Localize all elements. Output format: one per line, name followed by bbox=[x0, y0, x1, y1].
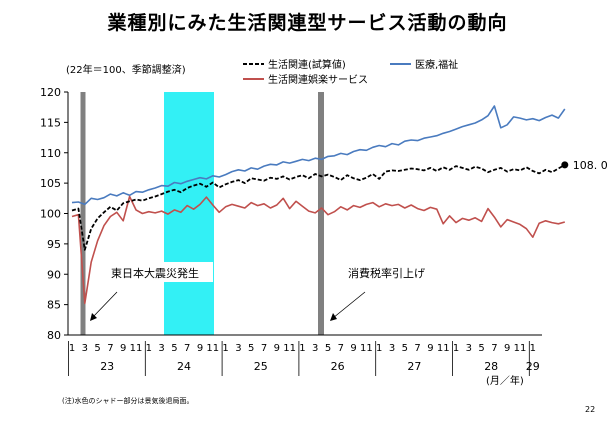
year-label: 26 bbox=[331, 360, 345, 373]
y-tick-label: 110 bbox=[40, 147, 61, 160]
x-tick-label: 1 bbox=[146, 343, 152, 354]
end-point-marker bbox=[561, 161, 569, 169]
year-label: 25 bbox=[254, 360, 268, 373]
x-tick-label: 3 bbox=[466, 343, 472, 354]
annotation-arrowhead bbox=[90, 313, 97, 321]
x-tick-label: 5 bbox=[402, 343, 408, 354]
annotation-tax: 消費税率引上げ bbox=[330, 262, 443, 321]
y-tick-label: 115 bbox=[40, 116, 61, 129]
x-tick-label: 11 bbox=[206, 343, 219, 354]
year-label: 23 bbox=[100, 360, 114, 373]
series-line-goraku bbox=[71, 195, 566, 305]
legend-label: 生活関連(試算値) bbox=[268, 58, 346, 71]
year-label: 24 bbox=[177, 360, 191, 373]
annotation-label: 東日本大震災発生 bbox=[111, 266, 199, 280]
x-tick-label: 1 bbox=[69, 343, 75, 354]
x-tick-label: 9 bbox=[350, 343, 356, 354]
x-tick-label: 7 bbox=[414, 343, 420, 354]
page-number: 22 bbox=[585, 405, 596, 414]
x-tick-label: 1 bbox=[530, 343, 536, 354]
y-tick-label: 80 bbox=[47, 329, 61, 342]
y-tick-label: 105 bbox=[40, 177, 61, 190]
x-tick-label: 3 bbox=[312, 343, 318, 354]
recession-band bbox=[164, 92, 214, 335]
series-line-iryo-fukushi bbox=[71, 105, 566, 206]
annotation-arrowhead bbox=[330, 313, 337, 321]
year-label: 29 bbox=[526, 360, 540, 373]
legend-item-goraku: 生活関連娯楽サービス bbox=[243, 73, 368, 86]
x-tick-label: 3 bbox=[389, 343, 395, 354]
x-tick-label: 1 bbox=[222, 343, 228, 354]
x-tick-label: 7 bbox=[107, 343, 113, 354]
x-tick-label: 11 bbox=[437, 343, 450, 354]
annotation-earthquake: 東日本大震災発生 bbox=[90, 262, 213, 321]
y-axis-unit-label: (22年＝100、季節調整済) bbox=[66, 63, 186, 76]
x-tick-label: 11 bbox=[130, 343, 143, 354]
y-tick-label: 85 bbox=[47, 299, 61, 312]
x-tick-label: 9 bbox=[274, 343, 280, 354]
x-tick-label: 7 bbox=[491, 343, 497, 354]
x-tick-label: 1 bbox=[376, 343, 382, 354]
x-axis-unit-label: (月／年) bbox=[486, 374, 524, 387]
legend-label: 生活関連娯楽サービス bbox=[268, 73, 368, 86]
x-tick-label: 5 bbox=[248, 343, 254, 354]
x-tick-label: 5 bbox=[94, 343, 100, 354]
legend: 生活関連(試算値) 医療,福祉 生活関連娯楽サービス bbox=[243, 58, 458, 86]
annotation-box bbox=[343, 262, 443, 282]
x-tick-label: 11 bbox=[360, 343, 373, 354]
x-tick-label: 3 bbox=[235, 343, 241, 354]
x-tick-label: 9 bbox=[504, 343, 510, 354]
x-tick-label: 11 bbox=[283, 343, 296, 354]
x-tick-label: 1 bbox=[453, 343, 459, 354]
shading-bands bbox=[80, 92, 324, 335]
x-tick-label: 3 bbox=[158, 343, 164, 354]
x-tick-label: 5 bbox=[478, 343, 484, 354]
tax-hike-marker-bar bbox=[318, 92, 324, 335]
year-label: 27 bbox=[407, 360, 421, 373]
y-tick-label: 120 bbox=[40, 86, 61, 99]
y-ticks: 80 85 90 95 100 105 110 115 120 bbox=[40, 86, 68, 342]
x-tick-label: 5 bbox=[325, 343, 331, 354]
axes bbox=[67, 92, 542, 336]
page-title: 業種別にみた生活関連型サービス活動の動向 bbox=[107, 12, 508, 34]
x-tick-label: 3 bbox=[82, 343, 88, 354]
x-tick-label: 7 bbox=[338, 343, 344, 354]
y-tick-label: 95 bbox=[47, 238, 61, 251]
annotation-box bbox=[107, 262, 213, 282]
legend-item-iryo: 医療,福祉 bbox=[390, 58, 458, 71]
legend-item-seikatsu: 生活関連(試算値) bbox=[243, 58, 346, 71]
x-tick-label: 5 bbox=[171, 343, 177, 354]
annotation-arrow bbox=[91, 291, 118, 319]
x-tick-label: 1 bbox=[299, 343, 305, 354]
annotation-arrow bbox=[332, 291, 366, 319]
y-tick-label: 90 bbox=[47, 268, 61, 281]
x-tick-label: 9 bbox=[197, 343, 203, 354]
x-tick-label: 7 bbox=[261, 343, 267, 354]
end-value-label: 108. 0 bbox=[573, 159, 608, 172]
earthquake-marker-bar bbox=[80, 92, 86, 335]
footnote: (注)水色のシャドー部分は景気後退局面。 bbox=[62, 397, 194, 405]
x-tick-label: 9 bbox=[120, 343, 126, 354]
annotation-label: 消費税率引上げ bbox=[348, 266, 425, 280]
year-label: 28 bbox=[484, 360, 498, 373]
legend-label: 医療,福祉 bbox=[415, 58, 458, 71]
x-tick-label: 9 bbox=[427, 343, 433, 354]
series-lines: 108. 0 bbox=[71, 105, 608, 305]
y-tick-label: 100 bbox=[40, 208, 61, 221]
x-ticks: 1 3 5 7 9 11 1 3 5 7 9 11 1 3 5 7 9 11 1 3 5 7 9 11 1 3 5 7 9 11 1 3 5 7 9… bbox=[68, 341, 540, 376]
series-line-seikatsu-kanren bbox=[71, 164, 566, 251]
x-tick-label: 11 bbox=[514, 343, 527, 354]
x-tick-label: 7 bbox=[184, 343, 190, 354]
